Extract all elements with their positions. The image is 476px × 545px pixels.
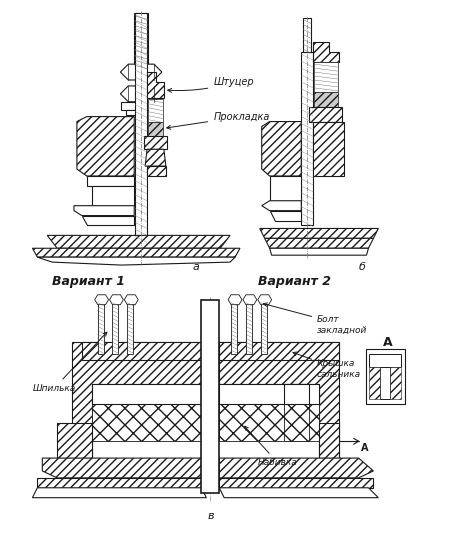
Polygon shape <box>269 176 301 201</box>
Polygon shape <box>389 367 400 399</box>
Polygon shape <box>95 295 109 305</box>
Polygon shape <box>219 478 373 488</box>
Polygon shape <box>284 384 308 404</box>
Polygon shape <box>201 300 219 493</box>
Text: б: б <box>358 262 365 272</box>
Text: в: в <box>207 511 213 520</box>
Text: Болт
закладной: Болт закладной <box>263 303 367 335</box>
Polygon shape <box>261 201 301 210</box>
Polygon shape <box>87 176 134 186</box>
Polygon shape <box>47 235 229 249</box>
Text: Вариант 1: Вариант 1 <box>52 275 125 288</box>
Text: Вариант 2: Вариант 2 <box>257 275 330 288</box>
Polygon shape <box>77 117 134 176</box>
Polygon shape <box>261 122 301 176</box>
Polygon shape <box>147 72 164 98</box>
Text: А: А <box>360 443 367 453</box>
Polygon shape <box>379 354 389 399</box>
Polygon shape <box>312 43 338 62</box>
Polygon shape <box>228 295 241 305</box>
Polygon shape <box>314 62 337 92</box>
Text: Набивка: Набивка <box>244 426 297 467</box>
Text: А: А <box>383 336 392 349</box>
Polygon shape <box>369 367 379 399</box>
Polygon shape <box>219 384 318 404</box>
Polygon shape <box>269 210 301 221</box>
Polygon shape <box>37 257 235 265</box>
Polygon shape <box>37 478 201 488</box>
Polygon shape <box>148 99 162 122</box>
Polygon shape <box>144 136 167 149</box>
Polygon shape <box>301 52 312 226</box>
Polygon shape <box>219 404 318 441</box>
Polygon shape <box>32 249 239 257</box>
Polygon shape <box>318 423 338 458</box>
Polygon shape <box>148 122 162 136</box>
Polygon shape <box>260 300 266 354</box>
Polygon shape <box>82 216 134 226</box>
Polygon shape <box>135 13 147 240</box>
Text: Прокладка: Прокладка <box>167 112 269 129</box>
Polygon shape <box>308 107 341 122</box>
Polygon shape <box>127 300 133 354</box>
Polygon shape <box>147 166 166 176</box>
Polygon shape <box>91 384 201 423</box>
Polygon shape <box>230 300 237 354</box>
Polygon shape <box>219 342 338 360</box>
Polygon shape <box>42 458 201 478</box>
Polygon shape <box>219 342 338 458</box>
Polygon shape <box>91 186 134 205</box>
Polygon shape <box>242 295 256 305</box>
Polygon shape <box>312 122 343 176</box>
Text: Крышка
сальника: Крышка сальника <box>292 352 360 379</box>
Polygon shape <box>126 110 156 114</box>
Polygon shape <box>109 295 123 305</box>
Polygon shape <box>120 86 161 102</box>
Polygon shape <box>284 404 308 441</box>
Polygon shape <box>264 238 373 249</box>
Polygon shape <box>257 295 271 305</box>
Polygon shape <box>259 228 377 238</box>
Polygon shape <box>269 249 367 255</box>
Polygon shape <box>74 205 134 216</box>
Polygon shape <box>32 488 206 498</box>
Text: а: а <box>192 262 199 272</box>
Polygon shape <box>365 349 404 404</box>
Polygon shape <box>219 458 373 478</box>
Polygon shape <box>145 149 166 166</box>
Polygon shape <box>369 354 400 367</box>
Polygon shape <box>120 64 161 80</box>
Polygon shape <box>98 300 103 354</box>
Polygon shape <box>314 92 337 107</box>
Text: Шпилька: Шпилька <box>32 332 107 393</box>
Polygon shape <box>72 342 201 458</box>
Polygon shape <box>219 384 318 423</box>
Polygon shape <box>91 404 201 441</box>
Polygon shape <box>303 17 310 52</box>
Polygon shape <box>121 102 160 110</box>
Polygon shape <box>124 295 138 305</box>
Text: Штуцер: Штуцер <box>168 77 253 92</box>
Polygon shape <box>57 423 91 458</box>
Polygon shape <box>246 300 251 354</box>
Polygon shape <box>91 384 201 404</box>
Polygon shape <box>112 300 118 354</box>
Polygon shape <box>134 13 148 72</box>
Polygon shape <box>219 488 377 498</box>
Polygon shape <box>82 342 201 360</box>
